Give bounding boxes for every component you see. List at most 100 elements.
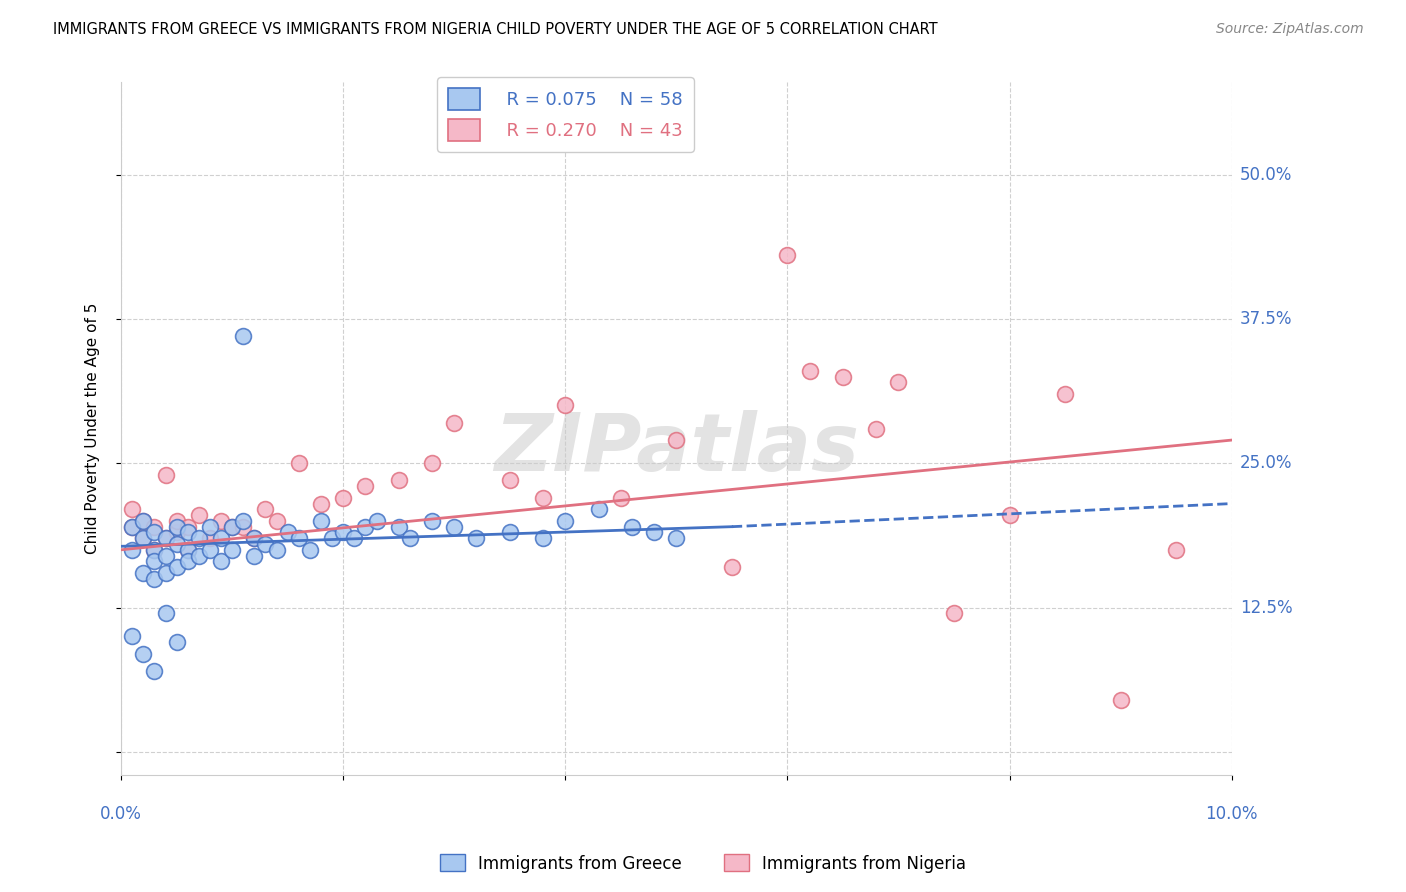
Point [588,502,610,516]
Point [121,502,143,516]
Point [177,525,200,540]
Point [177,542,200,557]
Point [166,514,188,528]
Point [309,514,332,528]
Point [232,329,254,343]
Point [554,514,576,528]
Point [177,554,200,568]
Point [166,519,188,533]
Point [132,531,155,545]
Point [288,531,311,545]
Point [298,542,321,557]
Point [321,531,343,545]
Point [155,467,177,482]
Point [166,635,188,649]
Point [132,514,155,528]
Point [832,369,855,384]
Point [887,376,910,390]
Y-axis label: Child Poverty Under the Age of 5: Child Poverty Under the Age of 5 [86,303,100,554]
Text: 50.0%: 50.0% [1240,166,1292,184]
Point [943,607,966,621]
Point [343,531,366,545]
Point [399,531,422,545]
Point [554,399,576,413]
Legend:   R = 0.075    N = 58,   R = 0.270    N = 43: R = 0.075 N = 58, R = 0.270 N = 43 [437,78,693,152]
Point [232,514,254,528]
Point [121,519,143,533]
Point [132,531,155,545]
Point [121,519,143,533]
Point [221,519,243,533]
Point [354,479,377,493]
Text: 0.0%: 0.0% [100,805,142,823]
Point [198,519,221,533]
Point [288,456,311,470]
Text: 10.0%: 10.0% [1205,805,1258,823]
Point [166,525,188,540]
Point [420,514,443,528]
Point [187,549,209,563]
Point [121,542,143,557]
Point [209,514,232,528]
Point [354,519,377,533]
Point [132,647,155,661]
Point [1054,387,1077,401]
Point [998,508,1021,523]
Point [198,542,221,557]
Point [209,531,232,545]
Point [388,474,411,488]
Point [665,433,688,447]
Point [187,508,209,523]
Point [643,525,665,540]
Point [254,537,277,551]
Point [721,560,744,574]
Point [243,549,266,563]
Point [610,491,633,505]
Point [143,664,166,678]
Point [209,554,232,568]
Point [166,537,188,551]
Text: 12.5%: 12.5% [1240,599,1292,616]
Point [1109,693,1132,707]
Point [531,491,554,505]
Point [499,525,522,540]
Point [665,531,688,545]
Point [620,519,643,533]
Point [277,525,299,540]
Point [232,519,254,533]
Point [155,531,177,545]
Point [121,629,143,643]
Point [155,607,177,621]
Point [865,421,887,435]
Point [221,519,243,533]
Point [143,519,166,533]
Point [187,531,209,545]
Point [266,514,288,528]
Point [143,554,166,568]
Text: 37.5%: 37.5% [1240,310,1292,328]
Point [221,542,243,557]
Text: ZIPatlas: ZIPatlas [494,410,859,488]
Point [799,364,821,378]
Point [155,531,177,545]
Legend: Immigrants from Greece, Immigrants from Nigeria: Immigrants from Greece, Immigrants from … [433,847,973,880]
Point [143,572,166,586]
Point [332,491,354,505]
Text: IMMIGRANTS FROM GREECE VS IMMIGRANTS FROM NIGERIA CHILD POVERTY UNDER THE AGE OF: IMMIGRANTS FROM GREECE VS IMMIGRANTS FRO… [53,22,938,37]
Point [155,549,177,563]
Point [254,502,277,516]
Point [443,416,465,430]
Point [776,248,799,262]
Point [177,542,200,557]
Point [243,531,266,545]
Point [155,566,177,580]
Point [143,525,166,540]
Point [420,456,443,470]
Point [332,525,354,540]
Point [198,531,221,545]
Text: Source: ZipAtlas.com: Source: ZipAtlas.com [1216,22,1364,37]
Point [143,542,166,557]
Point [243,531,266,545]
Point [166,560,188,574]
Point [388,519,411,533]
